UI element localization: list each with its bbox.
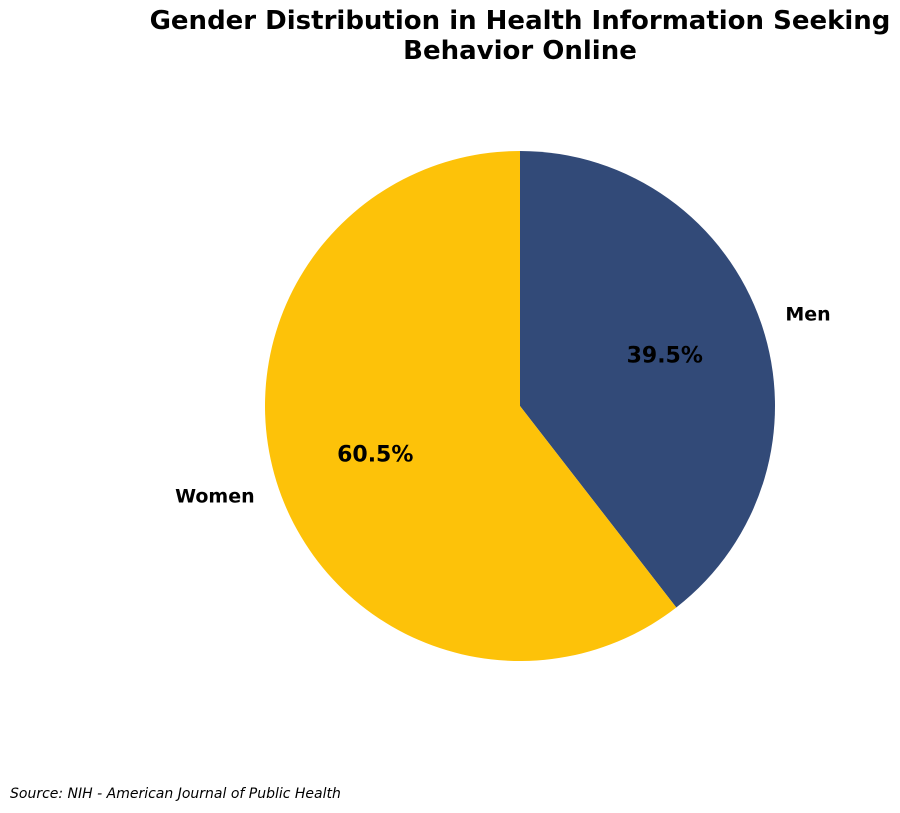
pie-slice — [520, 151, 775, 608]
value-label: 60.5% — [337, 443, 413, 468]
chart-title: Gender Distribution in Health Informatio… — [149, 6, 891, 66]
pie-slice — [265, 151, 677, 662]
value-label: 39.5% — [627, 343, 703, 368]
slice-label: Men — [785, 304, 830, 326]
source-note: Source: NIH - American Journal of Public… — [10, 786, 341, 802]
slice-label: Women — [175, 485, 255, 507]
